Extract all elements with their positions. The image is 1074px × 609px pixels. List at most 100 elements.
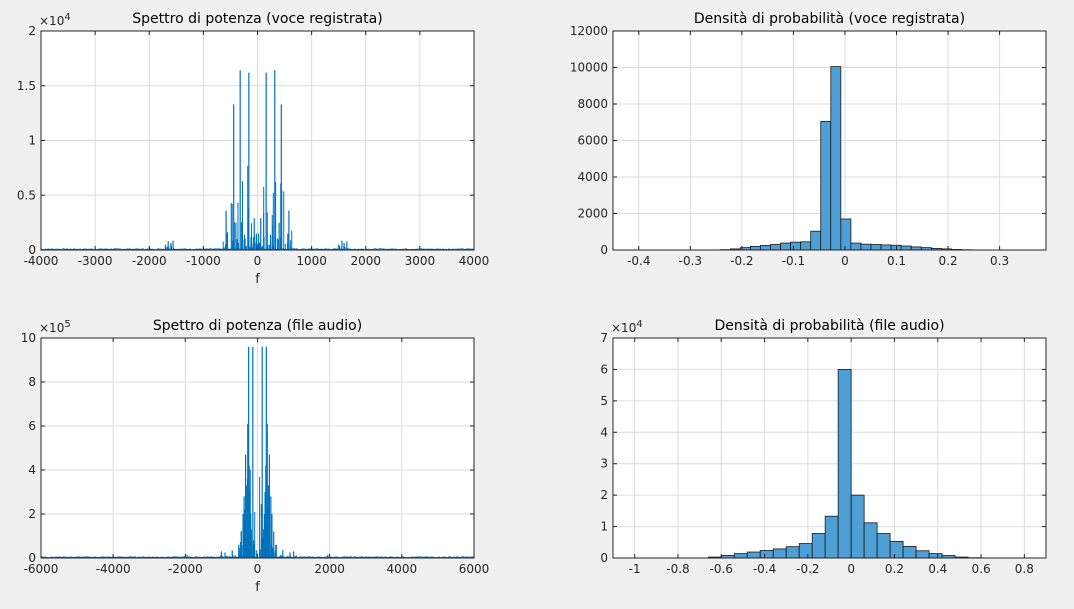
x-tick-label: 0.8 xyxy=(1015,562,1034,576)
x-tick-label: 0.2 xyxy=(939,254,958,268)
x-tick-label: -0.6 xyxy=(710,562,733,576)
y-tick-label: 3 xyxy=(600,457,608,471)
spectrum-file-chart: -6000 -4000 -2000 0 2000 4000 6000 0 2 4 6 8 10×105 S… xyxy=(21,318,490,595)
histogram-bar xyxy=(837,369,852,559)
histogram-bar xyxy=(928,553,943,559)
x-tick-label: 0 xyxy=(847,562,855,576)
histogram-bar xyxy=(915,550,930,559)
histogram-file-chart: -1 -0.8 -0.6 -0.4 -0.2 0 0.2 0.4 0.6 0.8 0 1 2 3 4 5 6 7×… xyxy=(600,318,1047,576)
chart-title: Spettro di potenza (file audio) xyxy=(153,318,362,334)
histogram-bar xyxy=(810,230,822,251)
exponent-label: ×104 xyxy=(39,12,71,28)
histogram-bar xyxy=(749,245,761,251)
x-tick-label: -6000 xyxy=(24,562,59,576)
y-tick-label: 6 xyxy=(28,419,36,433)
y-tick-label: 6 xyxy=(600,362,608,376)
y-tick-label: 12000 xyxy=(570,24,608,38)
y-tick-label: 0 xyxy=(28,551,36,565)
y-tick-label: 4000 xyxy=(577,170,608,184)
histogram-bar xyxy=(824,515,839,559)
x-tick-label: 0.2 xyxy=(885,562,904,576)
histogram-bar xyxy=(759,550,774,559)
histogram-bar xyxy=(790,241,802,251)
exponent-label: ×104 xyxy=(611,319,643,335)
ticks: -1 -0.8 -0.6 -0.4 -0.2 0 0.2 0.4 0.6 0.8 0 1 2 3 4 5 6 7 xyxy=(600,331,1046,576)
x-tick-label: 4000 xyxy=(387,562,418,576)
y-tick-label: 4 xyxy=(600,425,608,439)
y-tick-label: 0.5 xyxy=(17,188,36,202)
histogram-bar xyxy=(863,522,878,559)
histogram-bar xyxy=(760,245,771,251)
y-tick-label: 0 xyxy=(600,243,608,257)
histogram-bar xyxy=(785,546,800,559)
ticks: -4000 -3000 -2000 -1000 0 1000 2000 3000 4000 0 0.… xyxy=(17,24,489,268)
y-tick-label: 1 xyxy=(600,520,608,534)
y-tick-label: 2000 xyxy=(577,207,608,221)
histogram-bar xyxy=(850,242,862,251)
histogram-bars xyxy=(707,369,982,559)
chart-title: Densità di probabilità (voce registrata) xyxy=(694,11,965,27)
histogram-bar xyxy=(746,551,761,559)
x-tick-label: -0.4 xyxy=(753,562,776,576)
x-tick-label: -0.8 xyxy=(666,562,689,576)
exponent-power: 4 xyxy=(64,12,70,23)
y-tick-label: 10 xyxy=(21,331,36,345)
x-tick-label: -0.2 xyxy=(796,562,819,576)
y-tick-label: 4 xyxy=(28,463,36,477)
y-tick-label: 1.5 xyxy=(17,79,36,93)
x-tick-label: 0 xyxy=(254,254,262,268)
histogram-bar xyxy=(876,533,891,559)
y-tick-label: 2 xyxy=(28,24,36,38)
x-tick-label: 6000 xyxy=(459,562,490,576)
exponent-base: ×10 xyxy=(611,321,636,335)
x-tick-label: -2000 xyxy=(132,254,167,268)
histogram-bar xyxy=(811,533,826,559)
axes-box xyxy=(612,337,1047,559)
y-tick-label: 1 xyxy=(28,134,36,148)
histogram-bar xyxy=(820,120,832,251)
histogram-bar xyxy=(889,540,904,559)
x-tick-label: -2000 xyxy=(168,562,203,576)
histogram-voice-chart: -0.4 -0.3 -0.2 -0.1 0 0.1 0.2 0.3 0 2000 4000 6000 8… xyxy=(570,11,1047,268)
x-axis-label: f xyxy=(255,272,260,287)
x-tick-label: -0.2 xyxy=(730,254,753,268)
y-tick-label: 10000 xyxy=(570,61,608,75)
y-tick-label: 2 xyxy=(600,488,608,502)
chart-title: Densità di probabilità (file audio) xyxy=(714,318,944,334)
histogram-bar xyxy=(850,494,865,559)
x-tick-label: 3000 xyxy=(405,254,436,268)
histogram-bar xyxy=(900,245,912,251)
histogram-bar xyxy=(772,548,787,559)
x-tick-label: 2000 xyxy=(350,254,381,268)
histogram-bar xyxy=(770,244,781,251)
x-tick-label: -4000 xyxy=(24,254,59,268)
x-tick-label: 0.4 xyxy=(928,562,947,576)
x-tick-label: -0.3 xyxy=(679,254,702,268)
x-tick-label: 4000 xyxy=(459,254,490,268)
y-tick-label: 7 xyxy=(600,331,608,345)
x-tick-label: 0.1 xyxy=(887,254,906,268)
histogram-bar xyxy=(798,543,813,559)
ticks: -6000 -4000 -2000 0 2000 4000 6000 0 2 4 6 8 10 xyxy=(21,331,490,576)
exponent-base: ×10 xyxy=(39,14,64,28)
histogram-bar xyxy=(780,242,791,251)
spectrum-voice-chart: -4000 -3000 -2000 -1000 0 1000 2000 3000 4000 0 0.… xyxy=(17,11,489,287)
histogram-bar xyxy=(830,66,842,251)
x-tick-label: -0.4 xyxy=(627,254,650,268)
y-tick-label: 0 xyxy=(600,551,608,565)
y-tick-label: 5 xyxy=(600,394,608,408)
histogram-bar xyxy=(860,243,872,251)
y-tick-label: 2 xyxy=(28,507,36,521)
x-tick-label: -0.1 xyxy=(782,254,805,268)
x-tick-label: -3000 xyxy=(78,254,113,268)
x-tick-label: 2000 xyxy=(314,562,345,576)
histogram-bar xyxy=(733,553,748,559)
histogram-bar xyxy=(800,241,812,251)
x-tick-label: 0 xyxy=(841,254,849,268)
exponent-power: 5 xyxy=(64,319,70,330)
y-tick-label: 6000 xyxy=(577,134,608,148)
x-tick-label: -1000 xyxy=(186,254,221,268)
y-tick-label: 8000 xyxy=(577,97,608,111)
exponent-power: 4 xyxy=(636,319,642,330)
